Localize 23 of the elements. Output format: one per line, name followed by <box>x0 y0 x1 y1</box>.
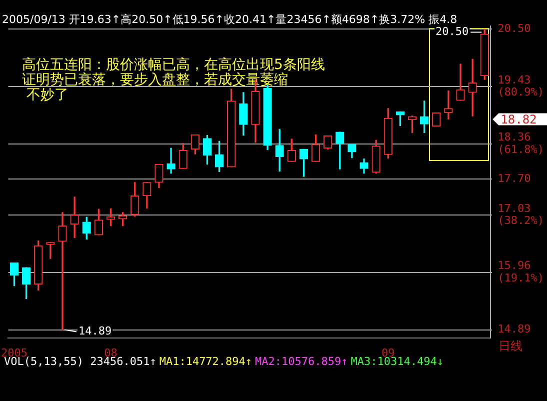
candlestick <box>46 242 55 259</box>
text: MA2:10576.859↑ <box>255 354 348 368</box>
y-tick-label: 14.89 <box>498 322 531 336</box>
y-tick-label: 20.50 <box>498 22 531 36</box>
text: MA1:14772.894↑ <box>159 354 252 368</box>
candlestick <box>58 212 67 330</box>
annotation: 高位五连阳：股价涨幅已高，在高位出现5条阳线 <box>22 57 325 73</box>
annotation: 14.89 <box>78 324 112 338</box>
candlestick <box>70 196 79 238</box>
y-tick-label: 15.96 (19.1%) <box>498 259 544 284</box>
y-tick-label: 18.36 (61.8%) <box>498 130 544 156</box>
y-tick-label: 17.70 <box>498 172 531 186</box>
text: 日线 <box>498 338 523 353</box>
candlestick <box>444 90 453 120</box>
annotation: 20.50 <box>435 25 469 38</box>
candlestick <box>166 148 176 174</box>
annotation: 不妙了 <box>25 87 68 103</box>
y-tick-label: 17.03 (38.2%) <box>498 202 544 228</box>
annotation: 证明势已衰落，要步入盘整，若成交量萎缩 <box>22 72 288 88</box>
y-tick-label: 19.43 (80.9%) <box>498 73 544 98</box>
chart-subtitle: 2005/09/13 开19.63↑高20.50↑低19.56↑收20.41↑量23456↑额4698↑换3.72% 振4.8 <box>2 13 458 26</box>
candlestick <box>468 58 477 116</box>
text: 18.82 <box>500 112 537 126</box>
